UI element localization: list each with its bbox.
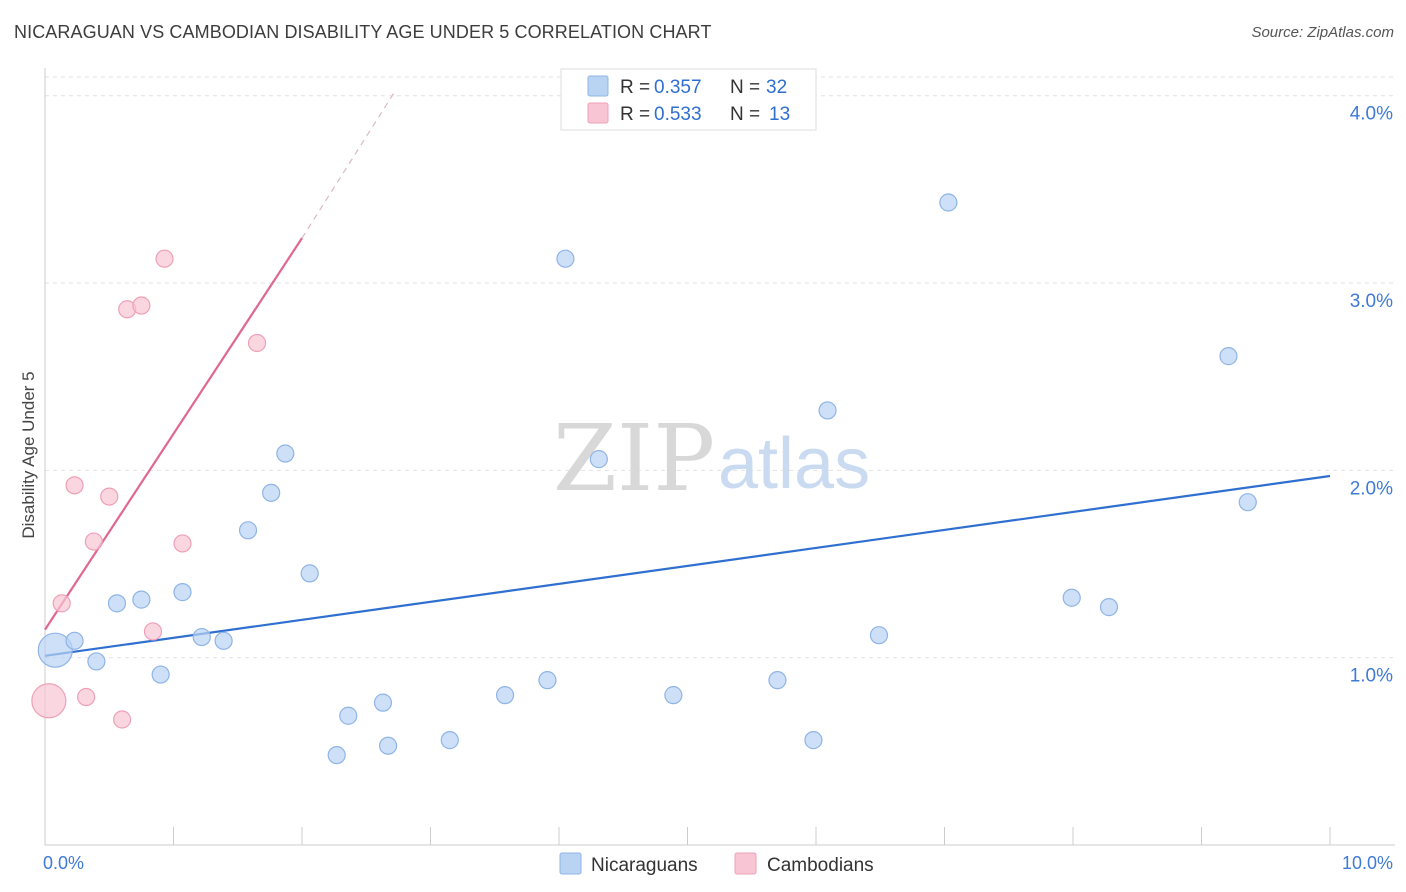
point-cambodians [52, 594, 71, 613]
point-nicaraguans [440, 731, 459, 750]
point-nicaraguans [804, 731, 823, 750]
point-nicaraguans [173, 583, 192, 602]
point-nicaraguans [768, 671, 787, 690]
point-nicaraguans [556, 249, 575, 268]
point-nicaraguans [300, 564, 319, 583]
point-cambodians [77, 687, 96, 707]
trend-line-cambodians [44, 237, 303, 631]
point-nicaraguans [1062, 588, 1081, 607]
point-cambodians [100, 487, 119, 506]
legend-n-label: N = [730, 104, 760, 125]
point-nicaraguans [1219, 347, 1238, 366]
point-nicaraguans [1099, 598, 1119, 617]
point-nicaraguans [37, 632, 73, 668]
trend-line-nicaraguans [44, 474, 1331, 657]
point-nicaraguans [589, 450, 608, 469]
point-nicaraguans [65, 631, 84, 650]
point-nicaraguans [87, 652, 106, 671]
point-nicaraguans [214, 631, 233, 650]
point-nicaraguans [495, 686, 515, 705]
x-tick-label: 10.0% [1342, 853, 1393, 873]
point-nicaraguans [262, 483, 281, 502]
y-tick-label: 2.0% [1350, 478, 1393, 499]
data-points [31, 193, 1257, 765]
y-tick-label: 3.0% [1350, 291, 1393, 312]
point-nicaraguans [327, 745, 346, 765]
y-axis-label: Disability Age Under 5 [19, 371, 38, 538]
legend-label-cambodians: Cambodians [767, 855, 874, 876]
point-nicaraguans [818, 401, 837, 420]
correlation-legend: R = 0.357 N = 32 R = 0.533 N = 13 [560, 68, 817, 131]
y-tick-labels: 1.0% 2.0% 3.0% 4.0% [1350, 104, 1393, 687]
trend-lines [44, 91, 1331, 657]
point-nicaraguans [538, 671, 557, 690]
x-tick-label: 0.0% [43, 853, 84, 873]
legend-swatch-nicaraguans [587, 75, 609, 97]
point-cambodians [173, 534, 192, 553]
watermark-atlas: atlas [718, 424, 870, 504]
chart-title: NICARAGUAN VS CAMBODIAN DISABILITY AGE U… [14, 22, 712, 42]
watermark-zip: ZIP [553, 405, 715, 512]
point-nicaraguans [238, 521, 258, 540]
point-cambodians [65, 476, 84, 495]
grid-lines [45, 76, 1395, 659]
legend-r-value-cambodians: 0.533 [654, 104, 702, 125]
point-cambodians [31, 683, 67, 719]
legend-r-label: R = [620, 104, 650, 125]
point-nicaraguans [151, 665, 170, 684]
legend-n-value-cambodians: 13 [769, 104, 790, 125]
point-nicaraguans [107, 594, 127, 613]
point-cambodians [112, 710, 132, 729]
point-nicaraguans [132, 590, 151, 609]
point-nicaraguans [664, 686, 683, 705]
point-cambodians [247, 333, 267, 353]
point-nicaraguans [339, 706, 358, 725]
legend-n-value-nicaraguans: 32 [766, 77, 787, 98]
legend-swatch-cambodians [587, 102, 609, 124]
y-tick-label: 4.0% [1350, 104, 1393, 125]
point-nicaraguans [378, 736, 398, 755]
legend-n-label: N = [730, 77, 760, 98]
point-cambodians [132, 296, 151, 315]
point-nicaraguans [276, 444, 295, 463]
x-tick-labels: 0.0% 10.0% [43, 853, 1393, 873]
legend-swatch-cambodians [734, 852, 757, 875]
point-cambodians [84, 532, 103, 551]
point-nicaraguans [192, 627, 211, 647]
legend-swatch-nicaraguans [559, 852, 582, 875]
point-nicaraguans [869, 626, 889, 645]
source-credit: Source: ZipAtlas.com [1251, 24, 1394, 41]
point-cambodians [143, 622, 163, 641]
trend-line-extension-cambodians [301, 91, 396, 239]
y-tick-label: 1.0% [1350, 666, 1393, 687]
legend-label-nicaraguans: Nicaraguans [591, 855, 698, 876]
series-legend: Nicaraguans Cambodians [559, 852, 874, 876]
point-nicaraguans [373, 693, 393, 712]
point-nicaraguans [939, 193, 958, 212]
point-nicaraguans [1238, 493, 1257, 512]
legend-r-value-nicaraguans: 0.357 [654, 77, 702, 98]
watermark: ZIP atlas [553, 405, 870, 512]
point-cambodians [155, 249, 174, 268]
legend-r-label: R = [620, 77, 650, 98]
